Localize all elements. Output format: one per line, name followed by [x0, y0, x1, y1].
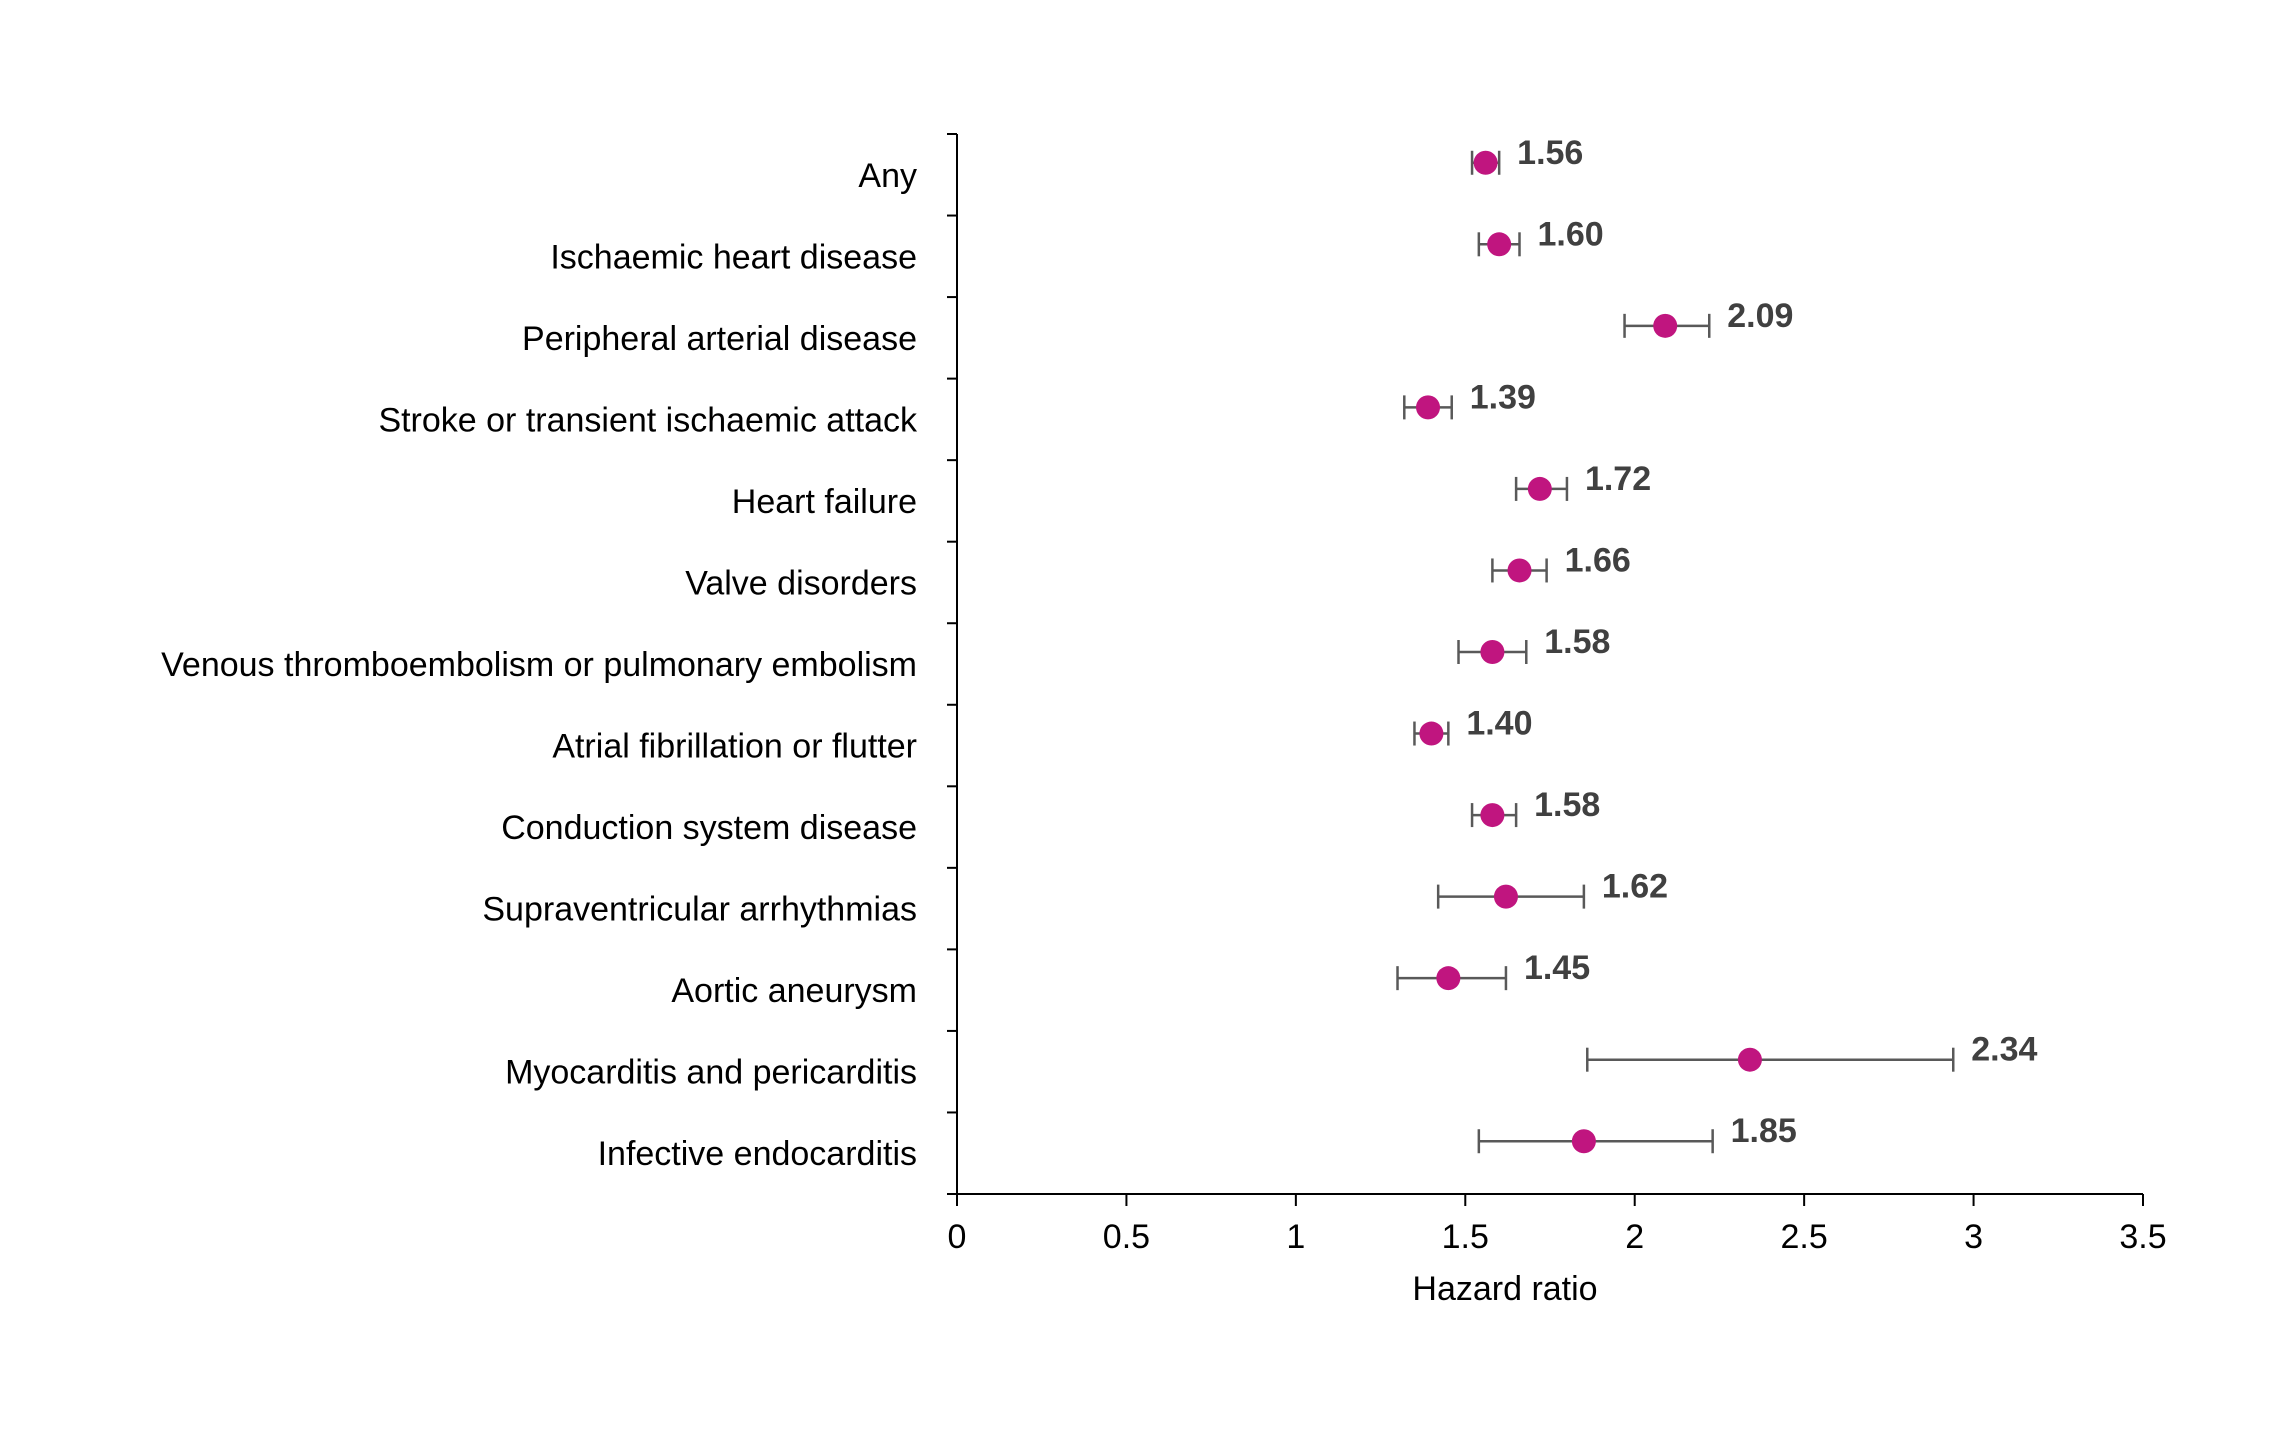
value-label: 1.85: [1731, 1112, 1797, 1150]
x-axis-title: Hazard ratio: [1412, 1270, 1597, 1308]
value-label: 1.60: [1538, 215, 1604, 253]
data-point: [1571, 1129, 1596, 1154]
data-point: [1480, 803, 1505, 828]
value-label: 1.45: [1524, 949, 1590, 987]
category-label: Valve disorders: [685, 564, 917, 602]
data-point: [1493, 884, 1518, 909]
category-label: Venous thromboembolism or pulmonary embo…: [161, 646, 917, 684]
x-tick-label: 1.5: [1442, 1218, 1489, 1256]
category-label: Infective endocarditis: [598, 1135, 917, 1173]
data-point: [1480, 640, 1505, 664]
value-label: 2.09: [1727, 297, 1793, 335]
category-label: Heart failure: [732, 483, 917, 521]
x-tick-label: 0: [948, 1218, 967, 1256]
x-tick-label: 2.5: [1781, 1218, 1828, 1256]
category-label: Peripheral arterial disease: [522, 320, 917, 358]
x-tick-label: 0.5: [1103, 1218, 1150, 1256]
category-label: Myocarditis and pericarditis: [505, 1054, 917, 1092]
data-point: [1473, 150, 1498, 175]
data-point: [1737, 1047, 1762, 1072]
category-label: Supraventricular arrhythmias: [482, 891, 917, 929]
value-label: 1.39: [1470, 378, 1536, 416]
category-label: Stroke or transient ischaemic attack: [378, 401, 918, 439]
value-label: 1.62: [1602, 868, 1668, 906]
axes: [947, 133, 2143, 1195]
value-label: 2.34: [1971, 1031, 2037, 1069]
value-label: 1.56: [1517, 134, 1583, 172]
data-point: [1416, 395, 1441, 420]
data-point: [1436, 966, 1461, 991]
x-tick-label: 2: [1625, 1218, 1644, 1256]
x-tick-label: 1: [1286, 1218, 1305, 1256]
category-label: Ischaemic heart disease: [550, 238, 917, 276]
value-label: 1.66: [1565, 541, 1631, 579]
value-label: 1.58: [1534, 786, 1600, 824]
category-label: Atrial fibrillation or flutter: [552, 728, 917, 766]
category-label: Any: [858, 157, 917, 195]
category-labels: Any Ischaemic heart disease Peripheral art…: [161, 157, 918, 1173]
value-label: 1.40: [1466, 705, 1532, 743]
data-point: [1419, 721, 1444, 746]
category-label: Aortic aneurysm: [671, 972, 917, 1010]
value-label: 1.72: [1585, 460, 1651, 498]
data-point: [1527, 476, 1552, 501]
value-label: 1.58: [1544, 623, 1610, 661]
category-label: Conduction system disease: [501, 809, 917, 847]
x-tick-label: 3: [1964, 1218, 1983, 1256]
x-ticks: 0 0.5 1 1.5 2 2.5 3 3.5: [948, 1194, 2167, 1256]
data-marks: 1.56 1.60 2.09 1.39 1.72 1.66 1.58 1.40 1.58 1.62…: [1396, 134, 2038, 1154]
data-point: [1487, 232, 1512, 257]
x-tick-label: 3.5: [2119, 1218, 2166, 1256]
data-point: [1507, 558, 1532, 583]
data-point: [1653, 313, 1678, 338]
